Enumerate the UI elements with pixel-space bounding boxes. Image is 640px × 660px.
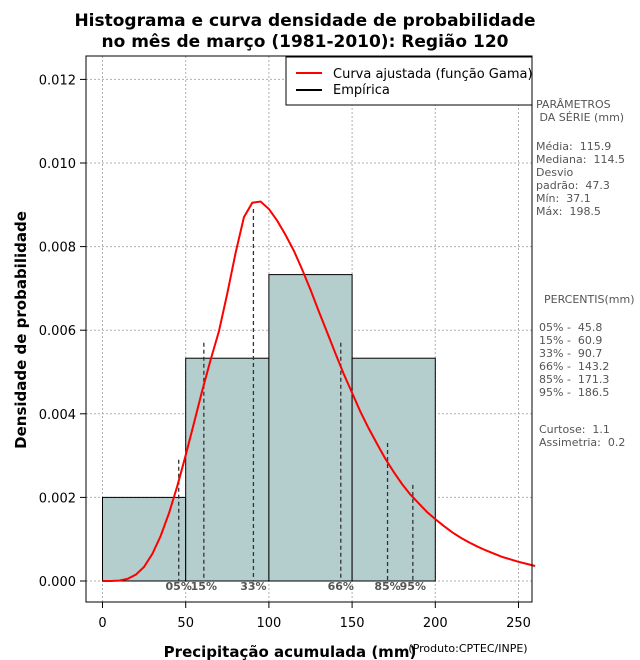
- legend-label-empirica: Empírica: [333, 83, 390, 98]
- chart-title-line2: no mês de março (1981-2010): Região 120: [102, 32, 509, 52]
- y-tick-label: 0.000: [39, 575, 76, 590]
- percentile-label: 85%: [374, 580, 400, 593]
- percentile-label: 95%: [400, 580, 426, 593]
- legend-label-gamma: Curva ajustada (função Gama): [333, 67, 533, 82]
- axes: 0 50 100 150 200 250 0.000 0.002 0.004 0.006 0.008…: [39, 73, 531, 631]
- x-tick-label: 200: [423, 616, 448, 631]
- x-axis-label: Precipitação acumulada (mm): [164, 643, 417, 660]
- plot-frame: [85, 55, 533, 603]
- y-tick-label: 0.004: [39, 408, 76, 423]
- percentile-label: 05%: [166, 580, 192, 593]
- y-tick-label: 0.008: [39, 241, 76, 256]
- x-tick-label: 50: [177, 616, 194, 631]
- percentiles-body: 05% - 45.8 15% - 60.9 33% - 90.7 66% - 1…: [539, 321, 610, 399]
- y-tick-label: 0.006: [39, 324, 76, 339]
- histogram-bar: [351, 357, 436, 582]
- x-tick-label: 0: [98, 616, 106, 631]
- y-tick-label: 0.010: [39, 157, 76, 172]
- histogram-bar: [268, 274, 353, 582]
- y-tick-label: 0.012: [39, 73, 76, 88]
- percentiles-title: PERCENTIS(mm): [544, 293, 635, 306]
- params-title: PARÂMETROS DA SÉRIE (mm): [536, 98, 625, 124]
- legend-box: [285, 56, 533, 106]
- histogram-bars: [102, 274, 436, 582]
- gamma-curve: [102, 200, 536, 582]
- legend: Curva ajustada (função Gama) Empírica: [285, 56, 533, 106]
- y-tick-label: 0.002: [39, 491, 76, 506]
- percentile-label: 33%: [240, 580, 266, 593]
- x-tick-label: 100: [256, 616, 281, 631]
- y-axis-label: Densidade de probabilidade: [12, 211, 30, 449]
- credit-label: (Produto:CPTEC/INPE): [408, 642, 527, 655]
- stats-body: Curtose: 1.1 Assimetria: 0.2: [539, 423, 626, 449]
- histogram-bar: [102, 496, 187, 582]
- chart-title-line1: Histograma e curva densidade de probabil…: [74, 11, 535, 31]
- histogram-bar: [185, 357, 270, 582]
- x-tick-label: 150: [340, 616, 365, 631]
- percentile-label: 66%: [328, 580, 354, 593]
- percentile-lines: 05%15% 33% 66% 85%95%: [166, 208, 426, 593]
- percentile-label: 15%: [191, 580, 217, 593]
- x-tick-label: 250: [506, 616, 531, 631]
- params-body: Média: 115.9 Mediana: 114.5 Desvio padrã…: [536, 140, 625, 218]
